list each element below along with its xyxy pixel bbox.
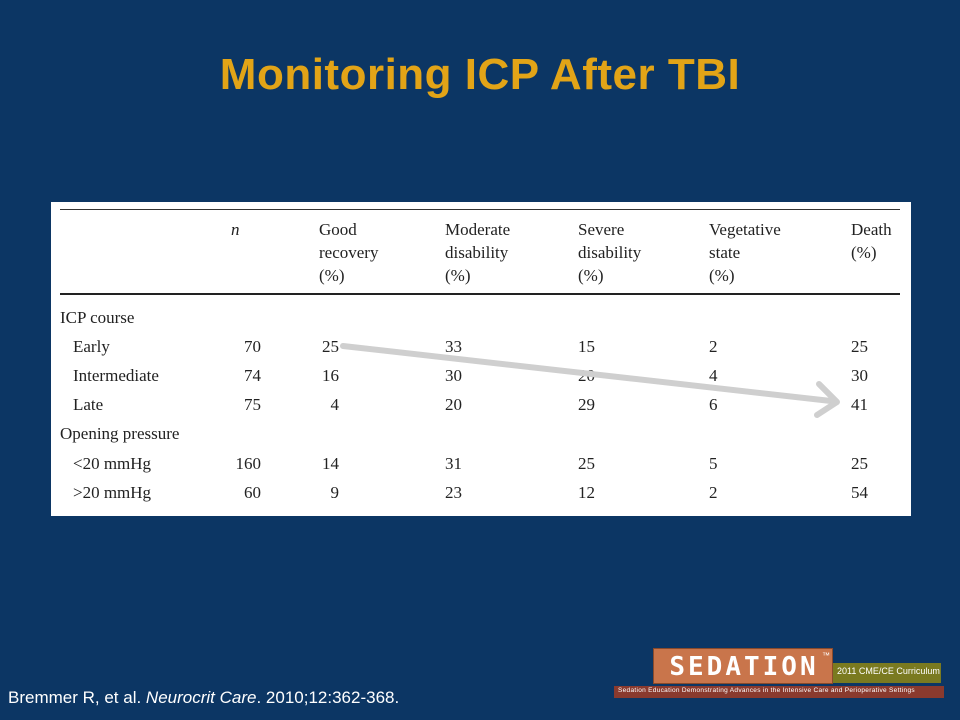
row-death: 41 bbox=[851, 395, 868, 414]
row-label: Early bbox=[73, 337, 110, 356]
row-good: 16 bbox=[322, 366, 339, 385]
sedation-logo: SEDATION ™ 2011 CME/CE Curriculum Sedati… bbox=[614, 648, 944, 700]
citation-details: . 2010;12:362-368. bbox=[256, 688, 400, 707]
header-n: n bbox=[231, 220, 240, 239]
header-vegetative-1: Vegetative bbox=[709, 220, 781, 239]
logo-tagline-strip: Sedation Education Demonstrating Advance… bbox=[614, 686, 944, 698]
citation: Bremmer R, et al. Neurocrit Care. 2010;1… bbox=[8, 688, 399, 708]
header-good-2: recovery bbox=[319, 243, 379, 262]
header-severe-3: (%) bbox=[578, 266, 604, 285]
header-moderate-3: (%) bbox=[445, 266, 471, 285]
row-n: 70 bbox=[244, 337, 261, 356]
row-vegetative: 4 bbox=[709, 366, 718, 385]
logo-curriculum-box: 2011 CME/CE Curriculum bbox=[833, 663, 941, 683]
logo-curriculum: 2011 CME/CE Curriculum bbox=[837, 666, 940, 676]
citation-journal: Neurocrit Care bbox=[145, 688, 257, 707]
outcome-table: n Good recovery (%) Moderate disability … bbox=[51, 202, 911, 516]
row-n: 74 bbox=[244, 366, 261, 385]
header-moderate-2: disability bbox=[445, 243, 509, 262]
row-good: 4 bbox=[330, 395, 340, 414]
row-good: 25 bbox=[322, 337, 339, 356]
row-label: >20 mmHg bbox=[73, 483, 152, 502]
row-severe: 15 bbox=[578, 337, 595, 356]
header-moderate-1: Moderate bbox=[445, 220, 511, 239]
row-severe: 25 bbox=[578, 454, 595, 473]
row-moderate: 31 bbox=[445, 454, 462, 473]
row-moderate: 23 bbox=[445, 483, 462, 502]
row-n: 160 bbox=[235, 454, 262, 473]
table-header-rule bbox=[60, 293, 900, 295]
trend-arrow-icon bbox=[340, 343, 840, 418]
row-death: 54 bbox=[851, 483, 868, 502]
row-moderate: 30 bbox=[445, 366, 462, 385]
row-good: 14 bbox=[322, 454, 339, 473]
row-vegetative: 2 bbox=[709, 337, 718, 356]
header-vegetative-3: (%) bbox=[709, 266, 735, 285]
logo-wordmark-box: SEDATION ™ bbox=[653, 648, 833, 684]
table-top-rule bbox=[60, 209, 900, 210]
row-label: Intermediate bbox=[73, 366, 159, 385]
row-n: 60 bbox=[244, 483, 261, 502]
row-vegetative: 6 bbox=[709, 395, 718, 414]
row-moderate: 20 bbox=[445, 395, 462, 414]
header-death-1: Death bbox=[851, 220, 892, 239]
header-severe-2: disability bbox=[578, 243, 642, 262]
group-label-opening-pressure: Opening pressure bbox=[60, 424, 180, 443]
row-death: 25 bbox=[851, 454, 868, 473]
slide-title: Monitoring ICP After TBI bbox=[219, 50, 741, 99]
row-death: 25 bbox=[851, 337, 868, 356]
header-good-1: Good bbox=[319, 220, 357, 239]
header-death-2: (%) bbox=[851, 243, 877, 262]
row-vegetative: 2 bbox=[709, 483, 718, 502]
header-good-3: (%) bbox=[319, 266, 345, 285]
row-severe: 12 bbox=[578, 483, 595, 502]
logo-tagline: Sedation Education Demonstrating Advance… bbox=[618, 687, 915, 694]
row-label: <20 mmHg bbox=[73, 454, 152, 473]
citation-authors: Bremmer R, et al. bbox=[8, 688, 146, 707]
row-label: Late bbox=[73, 395, 104, 414]
logo-trademark: ™ bbox=[822, 651, 830, 660]
header-vegetative-2: state bbox=[709, 243, 741, 262]
row-vegetative: 5 bbox=[709, 454, 718, 473]
row-good: 9 bbox=[330, 483, 340, 502]
logo-wordmark: SEDATION bbox=[669, 652, 819, 682]
row-death: 30 bbox=[851, 366, 868, 385]
row-moderate: 33 bbox=[445, 337, 462, 356]
header-severe-1: Severe bbox=[578, 220, 625, 239]
row-n: 75 bbox=[244, 395, 261, 414]
row-severe: 29 bbox=[578, 395, 595, 414]
group-label-icp-course: ICP course bbox=[60, 308, 135, 327]
